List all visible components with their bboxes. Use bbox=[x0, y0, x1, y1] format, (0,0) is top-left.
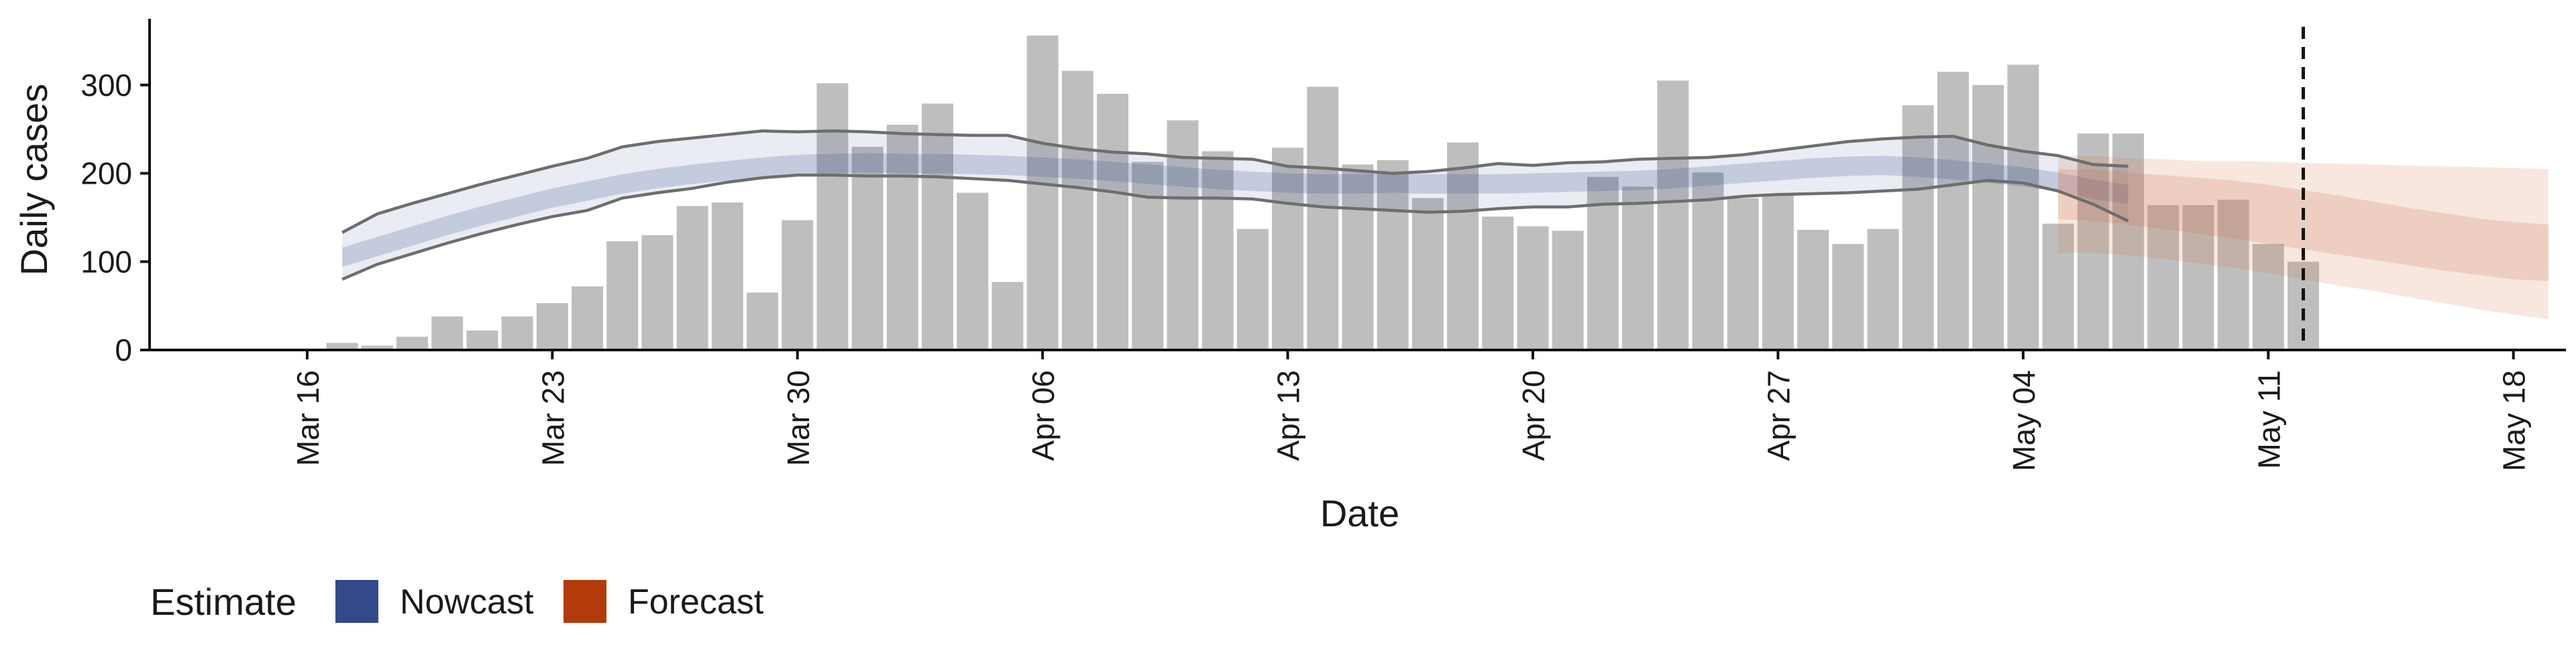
x-tick-label: May 11 bbox=[2251, 370, 2286, 469]
bar bbox=[1692, 172, 1724, 350]
bar bbox=[466, 331, 498, 350]
nowcast-upper-line bbox=[341, 129, 2129, 234]
bar bbox=[957, 192, 989, 350]
bar bbox=[851, 147, 883, 350]
x-axis-title: Date bbox=[1320, 492, 1399, 534]
bar bbox=[782, 220, 814, 350]
bar bbox=[1026, 36, 1059, 350]
bar bbox=[747, 292, 779, 350]
legend-swatch-forecast bbox=[564, 580, 606, 623]
bar bbox=[1272, 148, 1304, 350]
bar bbox=[1727, 198, 1759, 350]
y-tick-label: 100 bbox=[80, 244, 132, 279]
bar bbox=[326, 343, 358, 350]
lines-layer bbox=[341, 27, 2305, 350]
bar bbox=[1201, 151, 1234, 350]
legend: Estimate Nowcast Forecast bbox=[150, 580, 764, 623]
x-tick-label: Mar 30 bbox=[781, 370, 816, 466]
y-tick-label: 200 bbox=[80, 156, 132, 191]
bar bbox=[1236, 229, 1269, 350]
x-tick-label: May 18 bbox=[2497, 370, 2532, 471]
axes-layer: 0 100 200 300 Mar 16 Mar 23 Mar 30 Apr 06 Apr 13… bbox=[80, 19, 2566, 471]
bar bbox=[396, 337, 429, 350]
bar bbox=[501, 316, 533, 350]
bar bbox=[1797, 229, 1829, 350]
bar bbox=[1307, 86, 1339, 350]
bar bbox=[536, 303, 568, 350]
bar bbox=[991, 282, 1024, 350]
bar bbox=[1061, 70, 1093, 350]
bars-layer bbox=[326, 36, 2319, 351]
bar bbox=[2042, 223, 2074, 350]
legend-swatch-nowcast bbox=[335, 580, 378, 623]
x-tick-label: Mar 16 bbox=[290, 370, 325, 466]
bar bbox=[1132, 162, 1164, 350]
bar bbox=[2217, 200, 2249, 350]
bar bbox=[2252, 243, 2284, 350]
bar bbox=[1517, 226, 1549, 350]
bar bbox=[606, 241, 639, 350]
y-tick-label: 300 bbox=[80, 68, 132, 103]
bar bbox=[1832, 243, 1864, 350]
forecast-band-50 bbox=[2058, 168, 2548, 282]
bar bbox=[1552, 231, 1584, 350]
x-tick-label: Apr 13 bbox=[1271, 370, 1306, 461]
bar bbox=[2182, 204, 2214, 350]
bar bbox=[572, 286, 604, 350]
bar bbox=[361, 345, 393, 350]
bar bbox=[2147, 204, 2180, 350]
bar bbox=[431, 316, 464, 350]
bar bbox=[1342, 164, 1374, 351]
legend-title: Estimate bbox=[150, 581, 297, 623]
bar bbox=[1937, 72, 1969, 350]
bar bbox=[1902, 105, 1934, 350]
bar bbox=[2007, 64, 2039, 350]
y-axis-title: Daily cases bbox=[13, 84, 55, 276]
bar bbox=[1482, 217, 1514, 350]
bar bbox=[1972, 84, 2004, 351]
bar bbox=[1377, 160, 1409, 350]
legend-label-nowcast: Nowcast bbox=[400, 583, 534, 622]
bar bbox=[641, 235, 674, 350]
x-tick-label: Apr 06 bbox=[1026, 370, 1061, 461]
bar bbox=[676, 206, 708, 350]
bar bbox=[1657, 80, 1689, 351]
bar bbox=[1762, 195, 1794, 350]
x-tick-label: Mar 23 bbox=[535, 370, 570, 466]
nowcast-band-90 bbox=[342, 131, 2129, 280]
x-tick-label: Apr 27 bbox=[1761, 370, 1796, 461]
bar bbox=[2077, 133, 2109, 350]
nowcast-lower-line bbox=[341, 173, 2129, 281]
bar bbox=[922, 103, 954, 350]
bar bbox=[2112, 133, 2144, 350]
bar bbox=[886, 125, 918, 350]
nowcast-band-50 bbox=[342, 153, 2129, 268]
y-tick-label: 0 bbox=[115, 333, 132, 367]
bar bbox=[711, 202, 743, 350]
x-tick-label: May 04 bbox=[2006, 370, 2041, 471]
bar bbox=[1447, 142, 1479, 350]
x-tick-label: Apr 20 bbox=[1516, 370, 1551, 461]
bar bbox=[1097, 93, 1129, 350]
bar bbox=[816, 83, 849, 351]
bar bbox=[1622, 186, 1654, 350]
bar bbox=[1867, 229, 1899, 350]
bar bbox=[1167, 120, 1199, 351]
bar bbox=[1411, 198, 1444, 350]
legend-label-forecast: Forecast bbox=[628, 583, 764, 622]
